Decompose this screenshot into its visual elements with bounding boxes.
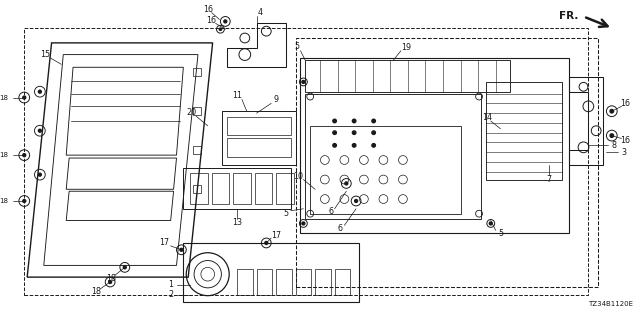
Circle shape (38, 173, 42, 176)
Text: 6: 6 (328, 207, 333, 216)
Text: 18: 18 (92, 287, 102, 296)
Text: 16: 16 (203, 5, 212, 14)
Text: 16: 16 (620, 99, 630, 108)
Circle shape (353, 119, 356, 123)
Circle shape (23, 96, 26, 99)
Text: FR.: FR. (559, 11, 579, 20)
Bar (193, 68, 201, 76)
Text: 18: 18 (0, 94, 8, 100)
Circle shape (372, 131, 376, 134)
Circle shape (490, 222, 492, 225)
Text: 11: 11 (232, 91, 242, 100)
Bar (237, 269, 253, 295)
Text: 6: 6 (338, 224, 343, 233)
Circle shape (302, 80, 305, 84)
Text: 18: 18 (106, 274, 116, 283)
Bar (193, 146, 201, 154)
Text: 20: 20 (186, 108, 196, 117)
Circle shape (333, 144, 337, 147)
Circle shape (220, 28, 221, 30)
Circle shape (124, 266, 126, 269)
Circle shape (302, 222, 305, 225)
Text: 9: 9 (273, 95, 278, 104)
Text: 18: 18 (0, 152, 8, 158)
Circle shape (372, 144, 376, 147)
Circle shape (38, 90, 42, 93)
Bar (257, 269, 272, 295)
Bar (255, 173, 272, 204)
Text: TZ34B1120E: TZ34B1120E (588, 301, 634, 308)
Circle shape (610, 134, 614, 137)
Circle shape (224, 20, 227, 23)
Circle shape (353, 131, 356, 134)
Circle shape (265, 242, 268, 244)
Circle shape (333, 119, 337, 123)
Circle shape (38, 129, 42, 132)
Text: 8: 8 (611, 141, 616, 150)
Bar (193, 107, 201, 115)
Bar (183, 243, 359, 301)
Bar (310, 126, 461, 214)
Text: 17: 17 (271, 231, 281, 240)
Bar (212, 173, 229, 204)
Circle shape (333, 131, 337, 134)
Text: 13: 13 (232, 218, 242, 227)
Bar (486, 82, 562, 180)
Circle shape (610, 109, 614, 113)
Bar (315, 269, 331, 295)
Text: 16: 16 (620, 136, 630, 145)
Text: 16: 16 (205, 16, 216, 25)
Circle shape (23, 154, 26, 156)
Bar (276, 269, 292, 295)
Text: 5: 5 (284, 209, 289, 218)
Text: 3: 3 (621, 148, 626, 157)
Text: 4: 4 (258, 8, 263, 17)
Text: 5: 5 (498, 229, 503, 238)
Text: 7: 7 (547, 175, 552, 184)
Circle shape (355, 200, 358, 203)
Text: 17: 17 (159, 238, 169, 247)
Circle shape (109, 281, 111, 284)
Text: 15: 15 (40, 50, 50, 59)
Text: 5: 5 (294, 42, 299, 51)
Circle shape (23, 200, 26, 203)
Bar (193, 185, 201, 193)
Text: 14: 14 (482, 113, 492, 122)
Bar (296, 269, 311, 295)
Bar (227, 117, 291, 135)
Text: 1: 1 (168, 280, 173, 289)
Text: 2: 2 (168, 290, 173, 299)
Bar (183, 168, 291, 209)
Text: 18: 18 (0, 198, 8, 204)
Bar (227, 138, 291, 157)
Bar (335, 269, 350, 295)
Text: 19: 19 (401, 43, 411, 52)
Circle shape (353, 144, 356, 147)
Bar (233, 173, 251, 204)
Text: 10: 10 (294, 172, 303, 181)
Bar (190, 173, 208, 204)
Circle shape (372, 119, 376, 123)
Circle shape (345, 182, 348, 185)
Circle shape (180, 248, 183, 251)
Bar (276, 173, 294, 204)
